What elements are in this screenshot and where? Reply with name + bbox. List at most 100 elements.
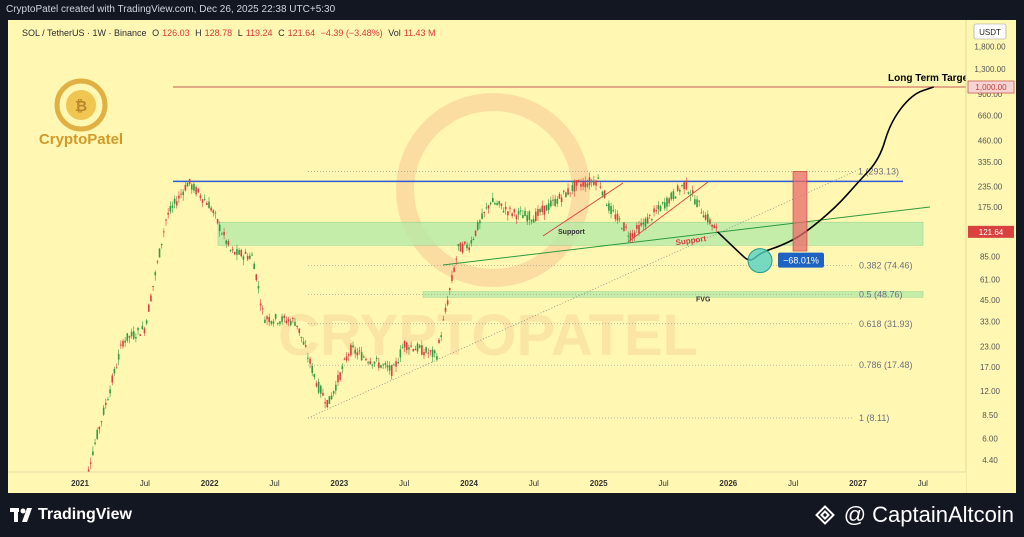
price-tick-label: 4.40 xyxy=(982,456,998,465)
target-price-badge xyxy=(967,80,1015,94)
candle-body xyxy=(672,191,675,199)
candle-body xyxy=(339,372,341,380)
candle-body xyxy=(244,251,247,254)
target-price-badge-text: 1,000.00 xyxy=(975,83,1007,92)
candle-body xyxy=(390,365,393,376)
price-tick-label: 61.00 xyxy=(980,275,1001,284)
candle-body xyxy=(444,307,447,312)
candle-body xyxy=(704,214,707,220)
candle-body xyxy=(223,231,225,236)
candle-body xyxy=(608,203,610,211)
candle-body xyxy=(221,233,223,235)
candle-body xyxy=(350,344,352,356)
price-tick-label: 175.00 xyxy=(978,203,1003,212)
candle-body xyxy=(629,233,632,241)
candle-body xyxy=(143,328,146,334)
candle-body xyxy=(567,188,569,195)
price-tick-label: 1,300.00 xyxy=(974,65,1006,74)
support-red-label: Support xyxy=(675,234,707,247)
candle-body xyxy=(425,347,427,353)
candle-body xyxy=(317,381,320,393)
candle-body xyxy=(320,385,322,394)
price-tick-label: 6.00 xyxy=(982,435,998,444)
price-tick-label: 12.00 xyxy=(980,387,1001,396)
time-tick-label: 2023 xyxy=(330,479,348,488)
candle-body xyxy=(152,285,154,287)
candle-body xyxy=(311,365,313,373)
candle-body xyxy=(272,321,275,324)
candle-body xyxy=(414,348,417,351)
candle-body xyxy=(433,350,436,354)
candle-body xyxy=(466,244,468,249)
chart-canvas[interactable]: ₿ CryptoPatel CRYPTOPATEL 1 (293.13) 0.38… xyxy=(8,20,1016,523)
candle-body xyxy=(132,331,135,339)
candle-body xyxy=(251,254,253,256)
candle-body xyxy=(89,462,92,464)
chart-area[interactable]: ₿ CryptoPatel CRYPTOPATEL 1 (293.13) 0.38… xyxy=(8,20,1016,523)
drop-badge-text: −68.01% xyxy=(783,256,819,266)
red-channel-1 xyxy=(542,182,624,237)
candle-body xyxy=(255,274,258,281)
tradingview-brand[interactable]: TradingView xyxy=(10,506,132,524)
candle-body xyxy=(691,190,694,193)
logo-coin-glyph: ₿ xyxy=(75,98,87,115)
candle-body xyxy=(621,228,623,230)
candle-body xyxy=(193,183,195,191)
candle-body xyxy=(616,213,619,221)
candle-body xyxy=(657,205,660,210)
candle-body xyxy=(599,186,602,188)
candle-body xyxy=(532,219,535,223)
candle-body xyxy=(410,345,412,347)
candle-body xyxy=(246,255,249,260)
candle-body xyxy=(687,192,690,194)
candle-body xyxy=(378,362,380,368)
fib-label-top: 1 (293.13) xyxy=(858,166,899,176)
currency-badge-text: USDT xyxy=(979,28,1001,37)
candle-body xyxy=(421,345,423,355)
candle-body xyxy=(332,391,335,394)
binance-diamond-icon xyxy=(814,505,835,525)
candle-body xyxy=(483,211,485,213)
candle-body xyxy=(154,272,157,276)
candle-body xyxy=(578,180,580,182)
price-tick-label: 235.00 xyxy=(978,183,1003,192)
candle-body xyxy=(666,197,668,207)
candle-body xyxy=(128,336,131,338)
candle-body xyxy=(358,350,361,352)
candle-body xyxy=(279,321,281,324)
candle-body xyxy=(655,210,657,212)
time-tick-label: 2025 xyxy=(590,479,608,488)
candle-body xyxy=(685,180,688,190)
candle-body xyxy=(627,235,630,237)
candle-body xyxy=(393,364,395,366)
candle-body xyxy=(436,356,438,360)
time-tick-label: Jul xyxy=(788,479,798,488)
candle-body xyxy=(679,189,681,192)
candle-body xyxy=(208,201,210,209)
currency-badge[interactable] xyxy=(973,23,1007,40)
candle-body xyxy=(513,209,516,213)
long-term-target-label: Long Term Target xyxy=(888,73,972,84)
levels-layer: 1 (293.13) 0.382 (74.46) 0.5 (48.76) 0.618 … xyxy=(173,86,966,423)
candle-body xyxy=(526,215,528,222)
candle-body xyxy=(188,178,191,184)
candle-body xyxy=(605,204,608,206)
candle-body xyxy=(135,337,137,339)
drop-measure-box xyxy=(792,171,808,252)
candle-body xyxy=(281,316,283,322)
price-axis-bg xyxy=(966,20,1016,493)
candle-body xyxy=(335,384,337,391)
fib-label: 0.786 (17.48) xyxy=(859,360,913,370)
candle-body xyxy=(94,442,96,444)
candle-body xyxy=(122,340,124,347)
candle-body xyxy=(489,202,492,205)
candle-body xyxy=(184,184,187,191)
candle-body xyxy=(124,340,126,343)
candle-body xyxy=(700,212,703,214)
candle-body xyxy=(659,206,662,212)
candle-body xyxy=(661,202,664,204)
captainaltcoin-handle: @ CaptainAltcoin xyxy=(843,502,1014,527)
candle-body xyxy=(530,220,533,222)
